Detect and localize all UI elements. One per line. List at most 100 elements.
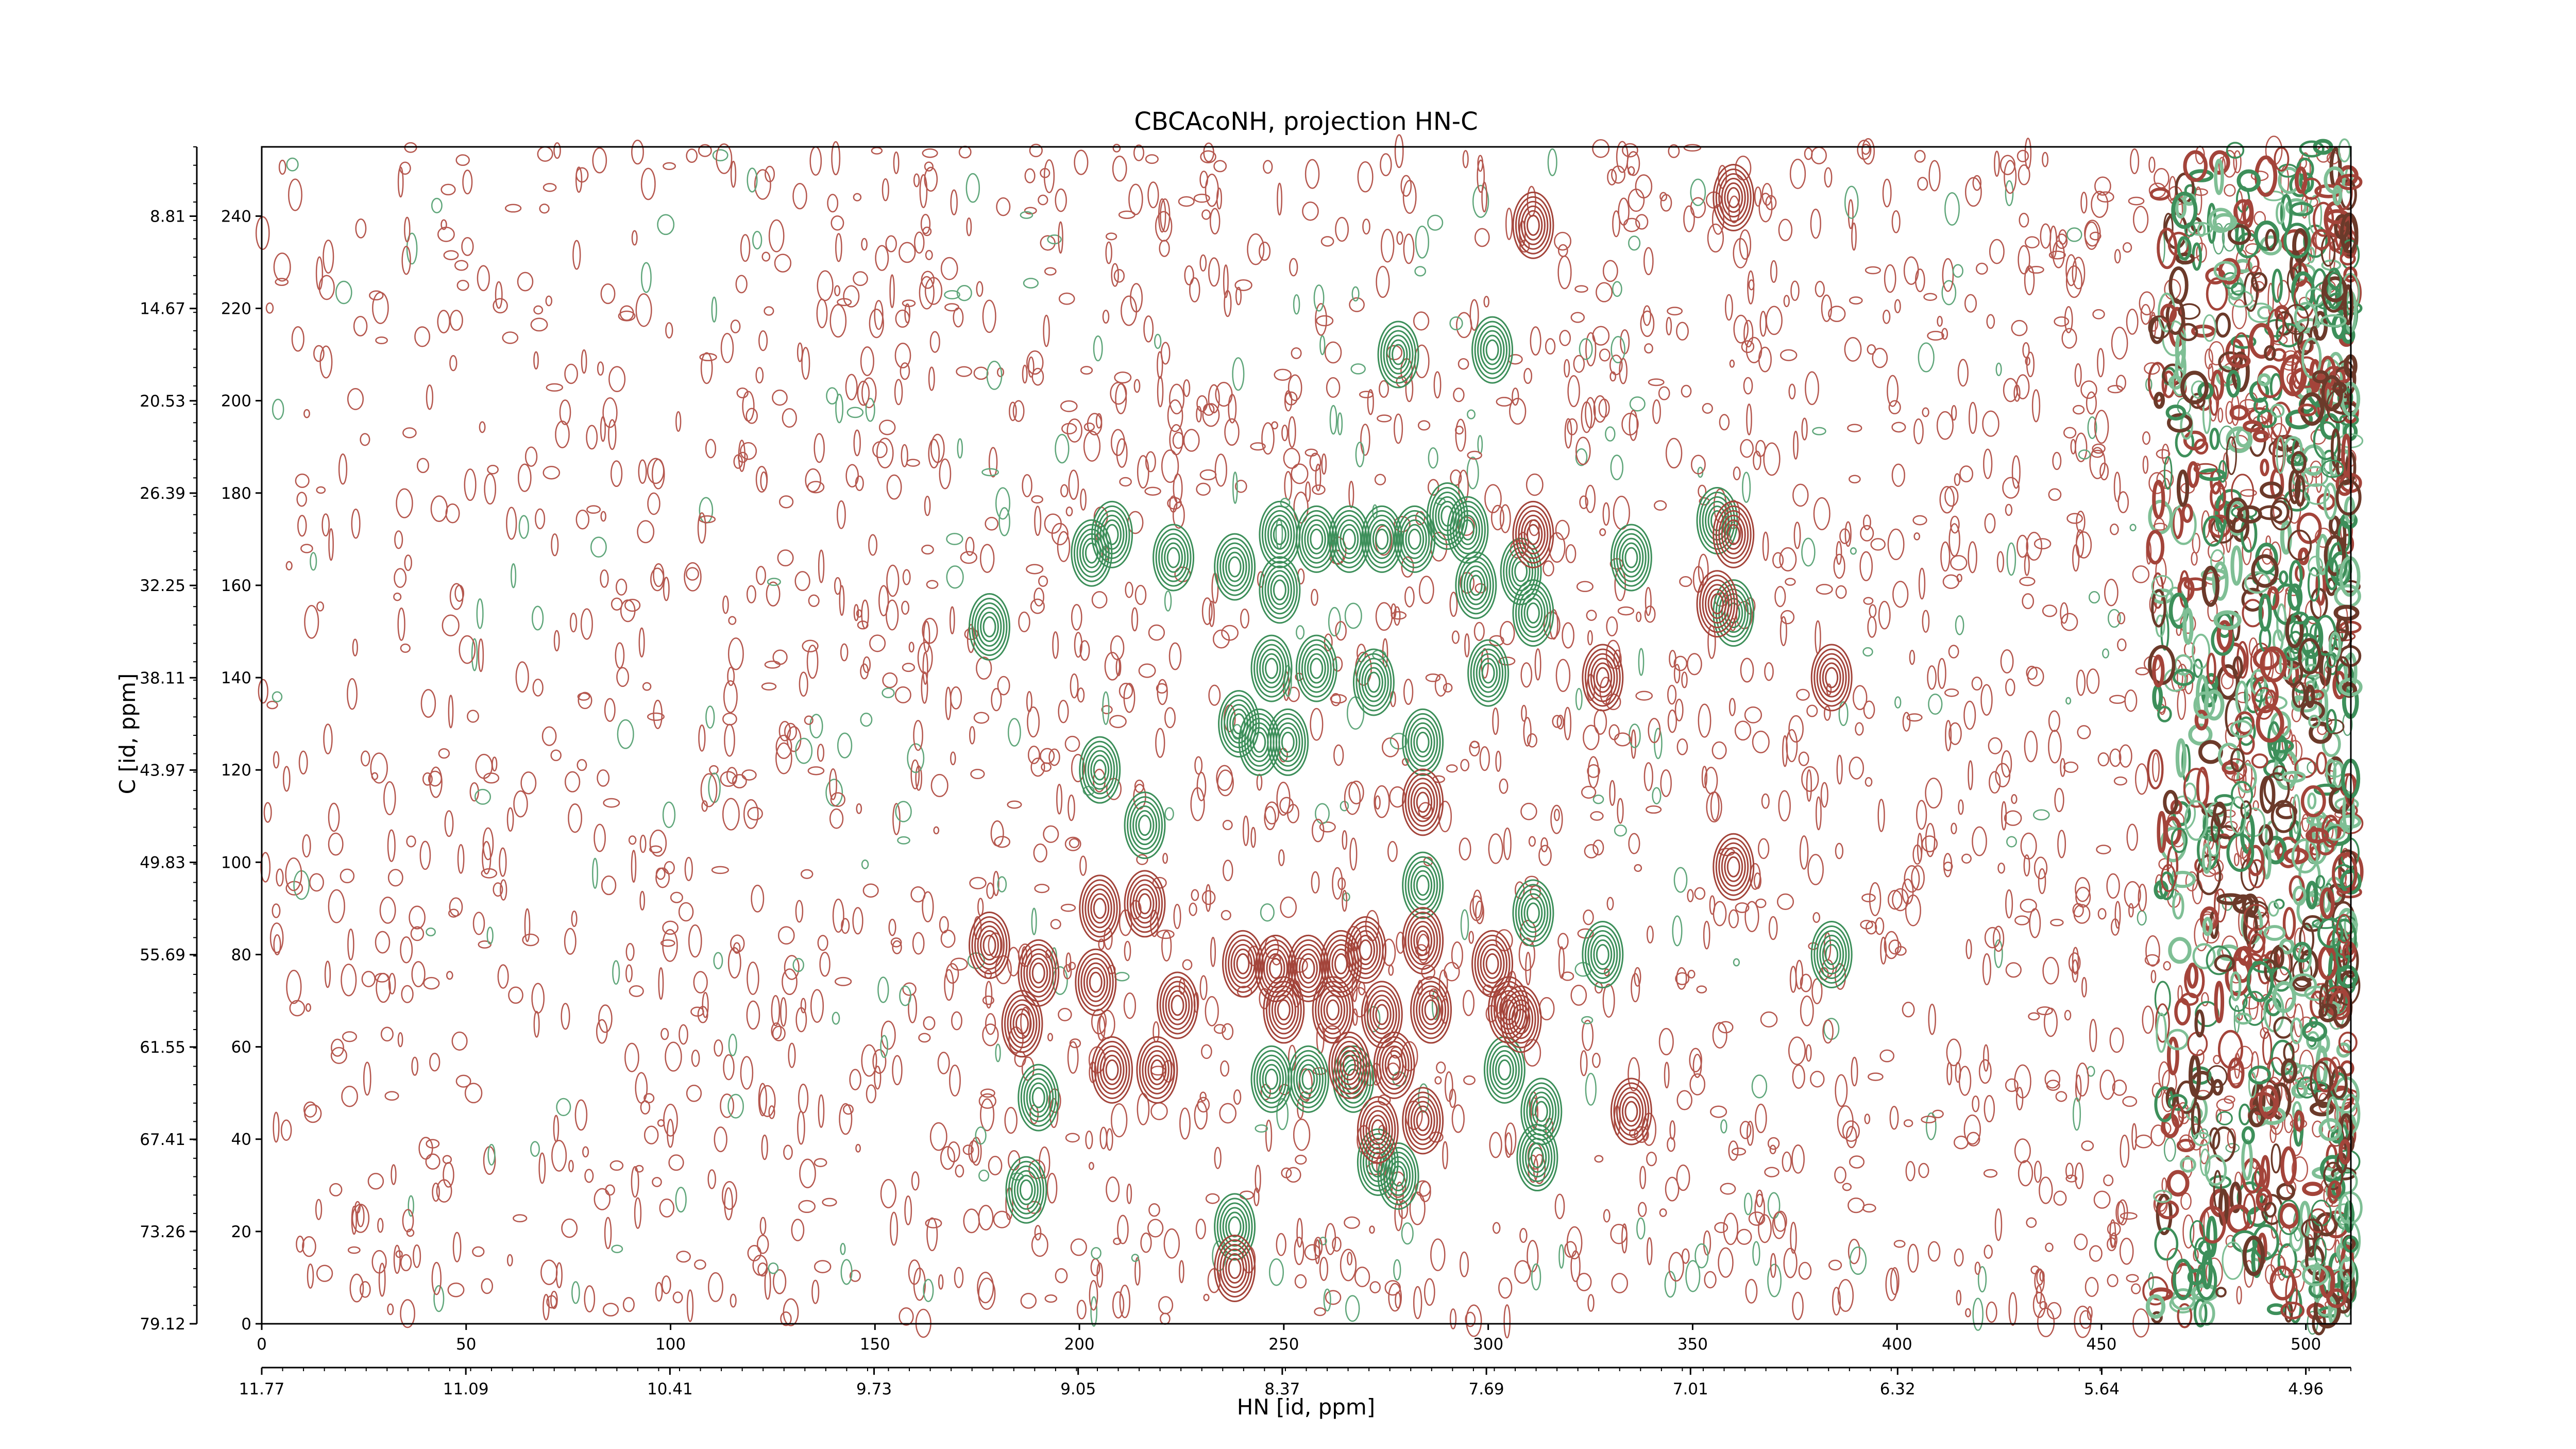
edge-contour [2229,405,2249,421]
noise-contour [1645,805,1662,814]
noise-contour [1754,1193,1766,1224]
noise-contour [1946,1062,1953,1086]
peak-ring [1301,957,1315,979]
noise-contour [950,957,968,971]
noise-contour [1034,506,1042,536]
peak-ring [1150,1059,1164,1081]
edge-contour [2319,984,2329,1017]
noise-contour [1444,962,1460,982]
noise-contour [1193,193,1210,203]
noise-contour [2114,249,2121,264]
edge-contour [2183,768,2210,808]
noise-contour [1114,371,1132,384]
noise-contour [746,1000,760,1030]
edge-contour [2230,334,2257,349]
edge-contour [2235,427,2251,448]
peak-ring [1364,985,1400,1044]
noise-contour [1287,416,1296,448]
peak-ring [1702,579,1733,629]
noise-contour [1994,1208,2003,1241]
noise-contour [1912,844,1922,865]
noise-contour [1735,902,1750,913]
noise-contour [1741,340,1755,353]
noise-contour [474,788,492,805]
peak-ring [1416,731,1430,753]
noise-contour [882,178,889,201]
noise-contour [618,310,636,322]
peak [1471,930,1514,998]
noise-contour [437,226,455,242]
noise-contour [2038,868,2046,895]
noise-contour [1602,502,1610,526]
noise-contour [1665,437,1683,469]
noise-contour [1065,1133,1080,1143]
noise-contour [2134,1134,2153,1149]
noise-contour [1972,1096,1980,1113]
edge-contour [2280,194,2293,232]
noise-contour [1465,1311,1476,1327]
edge-contour [2167,413,2193,433]
noise-contour [1295,1154,1307,1165]
noise-contour [2004,160,2017,194]
noise-contour [1913,532,1921,541]
noise-contour [2078,449,2091,460]
y-tick-label: 160 [221,577,251,595]
noise-contour [1963,1114,1981,1145]
peak-ring [1721,847,1746,887]
peak [1512,191,1554,259]
noise-contour [761,682,777,691]
noise-contour [1066,418,1082,443]
noise-contour [686,567,699,581]
peak-ring [1413,925,1433,956]
noise-contour [1465,1304,1482,1337]
edge-contour [2210,481,2226,512]
peak-ring [1260,943,1291,993]
noise-contour [2097,191,2114,203]
edge-contour [2214,954,2235,972]
noise-contour [1612,281,1622,297]
noise-contour [1948,722,1962,745]
noise-contour [860,713,873,727]
noise-contour [949,1064,961,1097]
noise-contour [1995,763,2011,787]
noise-contour [1707,223,1724,252]
noise-contour [708,1272,723,1302]
noise-contour [1470,740,1480,749]
peak [1455,551,1497,619]
noise-contour [1672,915,1683,947]
edge-contour [2276,201,2285,225]
edge-contour [2171,1104,2184,1128]
noise-contour [985,1013,996,1035]
noise-contour [1091,591,1108,609]
noise-contour [714,1126,727,1153]
noise-contour [352,638,358,656]
peak-ring [1103,519,1122,550]
edge-contour [2277,1243,2297,1278]
noise-contour [1570,312,1585,323]
noise-contour [429,1053,440,1072]
noise-contour [1183,429,1200,452]
peak-ring [1362,1138,1393,1187]
peak-ring [1523,210,1543,241]
noise-contour [1764,662,1774,681]
noise-contour [1948,523,1960,557]
noise-contour [363,1062,371,1096]
noise-contour [628,835,637,845]
noise-contour [2119,744,2132,768]
noise-contour [1024,207,1037,215]
noise-contour [1321,453,1327,475]
noise-contour [1902,879,1914,905]
noise-contour [1388,1283,1402,1312]
peak [1467,639,1510,707]
noise-contour [1731,1148,1747,1156]
noise-contour [1527,733,1537,748]
noise-contour [577,692,590,701]
peak-ring [1372,524,1392,554]
edge-contour [2182,607,2194,645]
peak-ring [1328,943,1353,984]
edge-contour [2221,642,2247,679]
noise-contour [1337,877,1346,890]
peak-contour [1402,851,1444,919]
edge-contour [2229,1182,2242,1214]
noise-contour [1033,587,1044,606]
